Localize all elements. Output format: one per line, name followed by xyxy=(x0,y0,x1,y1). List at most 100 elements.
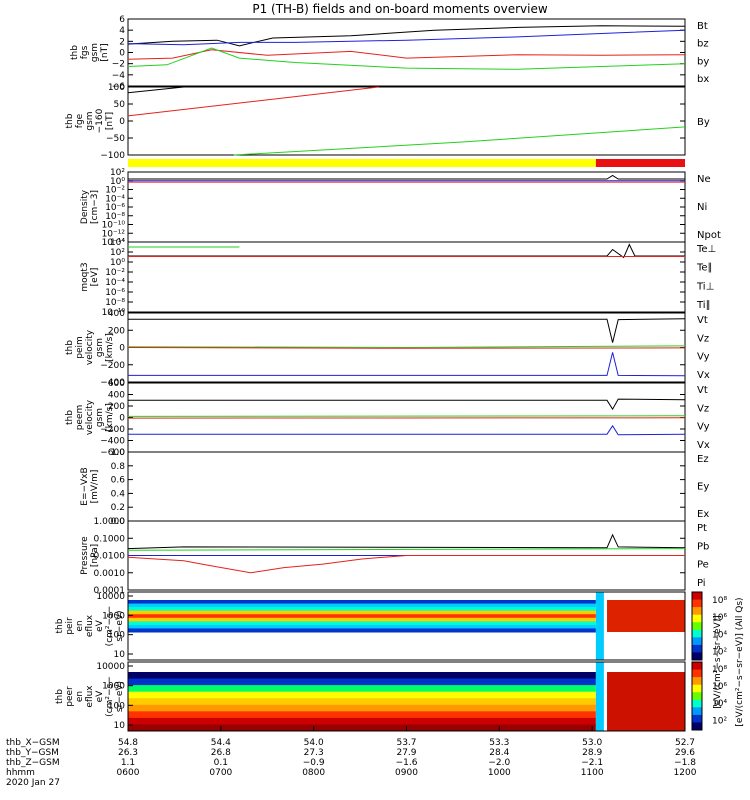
series-black xyxy=(127,86,184,94)
colorbar-segment xyxy=(692,652,702,661)
xtick-label: 1200 xyxy=(674,768,697,778)
series-red xyxy=(127,86,379,117)
legend-red: Vz xyxy=(697,403,709,414)
spec-band xyxy=(128,717,596,725)
colorbar-segment xyxy=(692,714,702,723)
ylabel-line: sr−eV) xyxy=(115,681,125,712)
legend-blue: Pi xyxy=(697,578,706,589)
spec-band xyxy=(128,610,596,615)
spec-band-late xyxy=(607,600,685,632)
ylabel-line: peem xyxy=(75,405,85,431)
ylabel-line: velocity xyxy=(85,399,95,435)
colorbar-segment xyxy=(692,637,702,646)
xtick-label: 0.1 xyxy=(214,758,228,768)
ytick-label: 100 xyxy=(108,83,125,93)
ylabel-line: fge xyxy=(75,113,85,128)
series-red xyxy=(127,347,686,349)
xaxis-row-label: hhmm xyxy=(6,768,35,778)
xtick-label: 54.8 xyxy=(118,738,138,748)
ylabel-line: [nT] xyxy=(100,43,110,61)
ytick-label: 2 xyxy=(119,37,125,47)
spec-band xyxy=(128,603,596,608)
ytick-label: −200 xyxy=(100,425,125,435)
spectrogram-s0: 10000 1000 100 10 thb peir en eflux eV (cm²−s− sr−… xyxy=(55,591,686,661)
xtick-label: 1.1 xyxy=(121,758,135,768)
ytick-label: 0.0001 xyxy=(94,586,126,596)
ytick-label: −200 xyxy=(100,361,125,371)
xtick-label: 27.9 xyxy=(396,748,416,758)
legend-green: Ey xyxy=(697,482,709,493)
colorbar-segment xyxy=(692,662,702,671)
ytick-label: 0.0 xyxy=(111,517,126,527)
colorbar-tick: 10⁴ xyxy=(712,630,727,640)
ytick-label: 600 xyxy=(108,379,125,389)
ytick-label: 0 xyxy=(119,414,125,424)
ytick-label: −100 xyxy=(100,151,125,161)
colorbar-segment xyxy=(692,629,702,638)
colorbar-segment xyxy=(692,607,702,616)
legend-red: Te⊥ xyxy=(696,244,716,255)
ytick-label: 6 xyxy=(119,15,125,25)
ylabel-line: Density xyxy=(80,189,90,224)
ylabel-line: eflux xyxy=(85,685,95,708)
spec-band xyxy=(128,704,596,712)
xtick-label: −1.6 xyxy=(396,758,418,768)
ylabel-line: [nT] xyxy=(105,112,115,130)
ytick-label: 200 xyxy=(108,326,125,336)
xtick-label: 52.7 xyxy=(675,738,695,748)
series-red xyxy=(127,49,686,60)
spec-band xyxy=(128,724,596,732)
ytick-label: 10⁻⁶ xyxy=(105,203,125,213)
ytick-label: 1.0000 xyxy=(94,517,126,527)
xtick-label: 28.9 xyxy=(582,748,602,758)
colorbar-segment xyxy=(692,692,702,701)
ytick-label: 1000 xyxy=(102,682,125,692)
legend-green: Pe xyxy=(697,560,709,571)
ytick-label: 10⁰ xyxy=(110,177,125,187)
xtick-label: 26.8 xyxy=(211,748,231,758)
series-black xyxy=(128,318,686,343)
xtick-label: −2.0 xyxy=(488,758,510,768)
panel-frame xyxy=(127,18,686,87)
ytick-label: 10⁻¹⁰ xyxy=(102,308,126,318)
ytick-label: 10⁻² xyxy=(105,268,125,278)
xtick-label: 0900 xyxy=(395,768,418,778)
ytick-label: −2 xyxy=(112,60,125,70)
spec-band xyxy=(128,617,596,622)
ytick-label: 0 xyxy=(119,49,125,59)
ytick-label: 0.2 xyxy=(111,503,125,513)
legend-blue: bx xyxy=(697,74,709,85)
colorbar-frame xyxy=(691,661,703,731)
colorbar-segment xyxy=(692,669,702,678)
ytick-label: 10⁰ xyxy=(110,258,125,268)
ytick-label: 1.0 xyxy=(111,448,126,458)
xtick-label: 0600 xyxy=(117,768,140,778)
spectrogram-s1: 10000 1000 100 10 thb peer en eflux eV (cm²−s− sr−… xyxy=(55,661,686,732)
ytick-label: 4 xyxy=(119,26,125,36)
xtick-label: 53.3 xyxy=(489,738,509,748)
legend-red: Vz xyxy=(697,333,709,344)
ylabel-line: thb xyxy=(65,410,75,425)
spec-band xyxy=(128,691,596,699)
ytick-label: −4 xyxy=(112,71,126,81)
series-red xyxy=(127,555,685,574)
legend-red: Ne xyxy=(697,174,711,185)
ylabel-line: en xyxy=(75,691,85,702)
ytick-label: 10⁻⁴ xyxy=(105,278,125,288)
ytick-label: 0 xyxy=(119,117,125,127)
ytick-label: 100 xyxy=(108,631,125,641)
colorbar-tick: 10² xyxy=(712,648,727,658)
ylabel-line: velocity xyxy=(85,329,95,365)
ylabel-line: moqt3 xyxy=(80,262,90,291)
series-black xyxy=(127,533,686,550)
ylabel-line: E=−VxB xyxy=(80,467,90,505)
colorbar-segment xyxy=(692,592,702,601)
ylabel-line: [cm−3] xyxy=(90,190,100,224)
ylabel-line: thb xyxy=(70,45,80,60)
spec-frame xyxy=(127,591,686,661)
legend-red: bz xyxy=(697,39,709,50)
spec-band xyxy=(128,711,596,719)
colorbar-segment xyxy=(692,684,702,693)
